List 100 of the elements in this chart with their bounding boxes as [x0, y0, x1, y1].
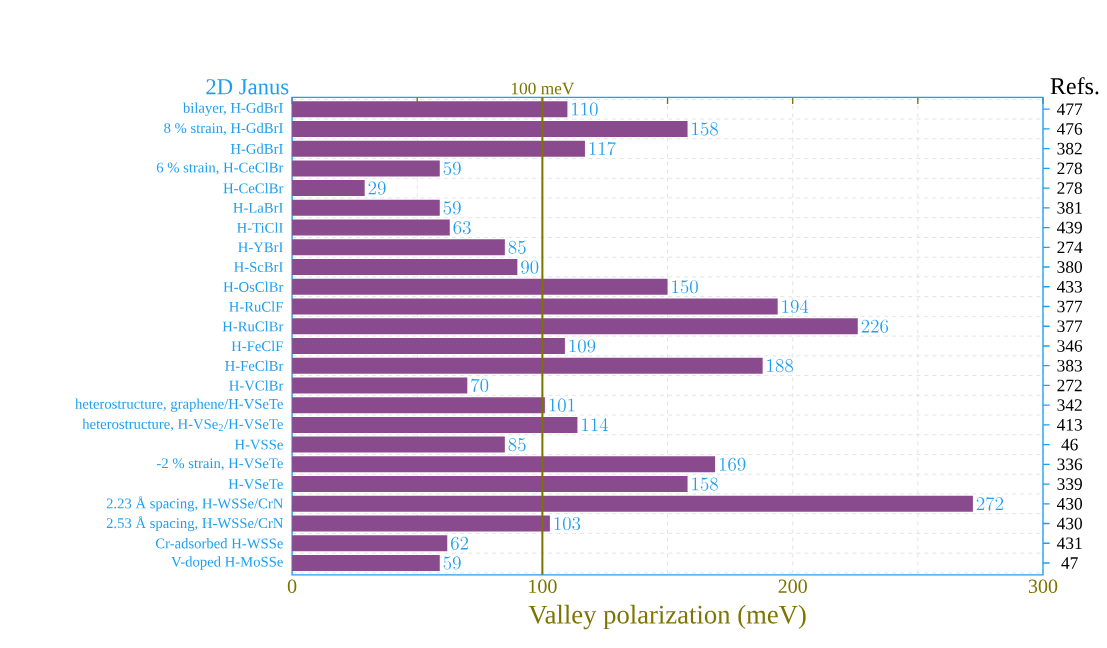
text: 2D Janus — [206, 79, 289, 95]
data-label: 59 — [443, 201, 461, 215]
bar — [292, 318, 858, 335]
bar — [292, 554, 440, 571]
y-tick-label: V-doped H-MoSSe — [171, 556, 283, 570]
bar — [292, 475, 688, 492]
bar — [292, 101, 568, 118]
bar — [292, 535, 448, 552]
text: Refs. — [1050, 77, 1099, 95]
data-label: 62 — [451, 536, 469, 550]
y-tick-label: heterostructure, H-VSe$_{2}$/H-VSeTe — [82, 418, 283, 432]
text: 413 — [1056, 418, 1082, 431]
data-label: 90 — [521, 260, 539, 274]
data-label: 150 — [672, 280, 698, 294]
data-label: 29 — [368, 181, 386, 195]
y-tick-label: H-YBrI — [238, 242, 283, 253]
bar — [292, 495, 973, 512]
x-tick-label: 300 — [1028, 579, 1058, 593]
bar — [292, 515, 550, 532]
x-tick-label: 100 — [529, 579, 557, 593]
text: 383 — [1057, 359, 1082, 372]
data-label: 101 — [549, 398, 575, 412]
text: 430 — [1056, 497, 1083, 510]
text: 381 — [1057, 201, 1082, 214]
bar — [292, 416, 578, 433]
data-label: 169 — [719, 457, 746, 471]
bar — [292, 357, 763, 374]
text: 477 — [1056, 103, 1083, 115]
y-tick-label: heterostructure, graphene/H-VSeTe — [75, 398, 283, 412]
data-label: 158 — [692, 122, 718, 136]
bar — [292, 298, 778, 315]
text: 274 — [1057, 241, 1083, 253]
text: 431 — [1056, 537, 1082, 549]
y-tick-label: H-LaBrI — [233, 202, 283, 213]
y-tick-label: H-TiClI — [237, 222, 283, 233]
text: 382 — [1057, 142, 1082, 155]
text: 278 — [1057, 162, 1083, 175]
bar — [292, 180, 365, 197]
y-tick-label: -2 % strain, H-VSeTe — [157, 458, 283, 471]
bar — [292, 140, 585, 157]
text: 346 — [1057, 340, 1083, 352]
text: 433 — [1056, 280, 1082, 293]
y-tick-label: H-OsClBr — [223, 281, 284, 292]
text: 336 — [1057, 458, 1083, 471]
y-tick-label: 2.53 Å spacing, H-WSSe/CrN — [106, 515, 284, 532]
data-label: 103 — [554, 516, 581, 531]
bar — [292, 337, 565, 354]
text: 377 — [1057, 300, 1083, 313]
x-tick-label: 0 — [287, 579, 297, 593]
y-tick-label: H-GdBrI — [230, 143, 283, 154]
data-label: 272 — [976, 496, 1004, 511]
y-tick-label: H-FeClF — [231, 340, 283, 352]
text: 278 — [1057, 182, 1083, 194]
y-tick-label: 6 % strain, H-CeClBr — [156, 162, 284, 175]
bar — [292, 377, 468, 394]
bar — [292, 436, 505, 453]
data-label: 110 — [572, 102, 598, 116]
text: 342 — [1057, 399, 1082, 411]
x-tick-label: 200 — [778, 579, 807, 593]
data-label: 59 — [443, 161, 461, 175]
y-tick-label: H-VSeTe — [228, 479, 283, 489]
y-tick-label: bilayer, H-GdBrI — [182, 102, 283, 116]
x-axis-title: Valley polarization (meV) — [528, 604, 806, 630]
text: 47 — [1061, 557, 1078, 569]
y-tick-label: Cr-adsorbed H-WSSe — [155, 537, 283, 549]
y-tick-label: 8 % strain, H-GdBrI — [164, 122, 283, 136]
bar — [292, 278, 668, 295]
text: 380 — [1057, 261, 1083, 273]
text: 272 — [1057, 379, 1082, 392]
data-label: 59 — [443, 556, 461, 570]
data-label: 188 — [767, 359, 793, 373]
y-tick-label: H-VClBr — [229, 380, 284, 391]
text: 430 — [1056, 517, 1083, 530]
bar — [292, 258, 518, 275]
bar — [292, 120, 688, 137]
data-label: 85 — [508, 437, 526, 452]
y-tick-label: H-RuClBr — [222, 320, 284, 332]
text: 46 — [1061, 438, 1078, 451]
bar — [292, 219, 450, 236]
text: 377 — [1057, 320, 1083, 332]
text: 476 — [1056, 123, 1083, 135]
data-label: 158 — [692, 477, 718, 491]
y-tick-label: H-VSSe — [234, 439, 283, 450]
y-tick-label: H-ScBrI — [234, 262, 283, 272]
data-label: 117 — [589, 141, 616, 156]
bar — [292, 160, 440, 177]
text: 439 — [1056, 221, 1082, 234]
data-label: 70 — [471, 378, 489, 392]
y-tick-label: H-RuClF — [229, 301, 283, 312]
data-label: 194 — [782, 299, 809, 313]
bar — [292, 397, 545, 414]
data-label: 109 — [569, 339, 596, 353]
y-tick-label: H-CeClBr — [223, 182, 284, 194]
ref-line-label: 100 meV — [511, 82, 575, 95]
data-label: 85 — [508, 240, 526, 254]
bar — [292, 199, 440, 216]
text: 339 — [1057, 478, 1082, 490]
data-label: 114 — [582, 418, 609, 431]
bar — [292, 239, 505, 256]
y-tick-label: H-FeClBr — [225, 360, 284, 371]
